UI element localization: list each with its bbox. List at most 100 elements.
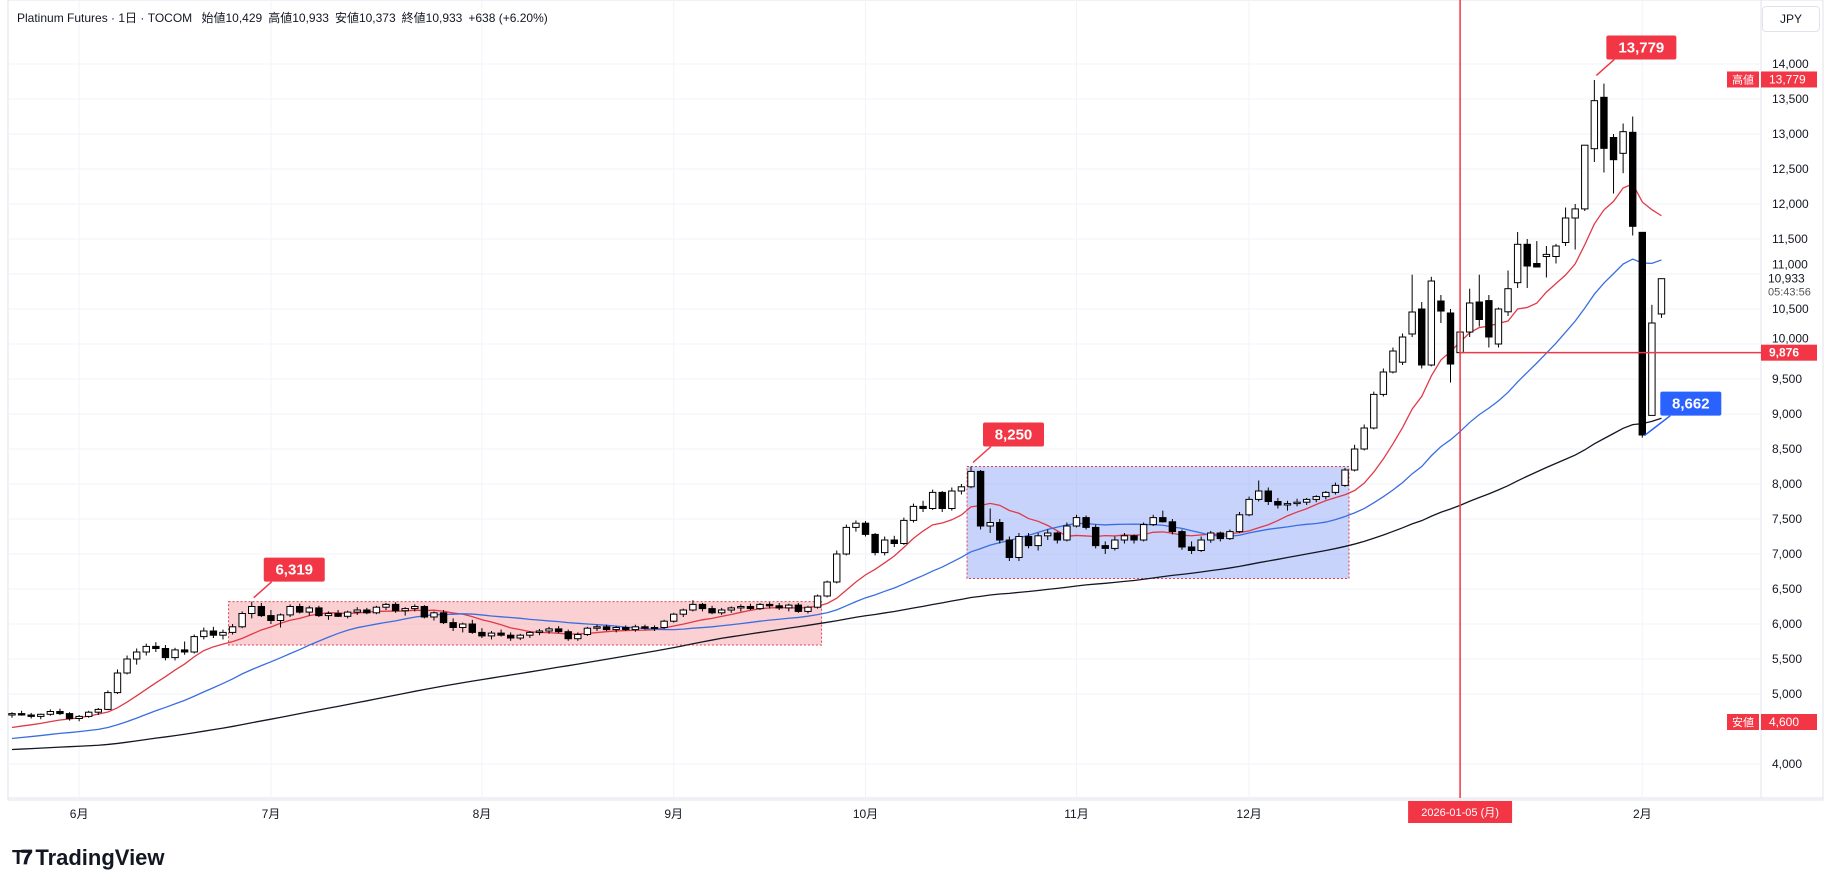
candle [1302, 498, 1311, 505]
candle [430, 611, 438, 621]
callout-label: 13,779 [1618, 39, 1664, 56]
candle-body [928, 491, 937, 509]
candle [1609, 134, 1618, 194]
y-tick-label: 5,000 [1772, 687, 1802, 701]
y-tick-label: 4,000 [1772, 757, 1802, 771]
y-tick-label: 9,500 [1772, 372, 1802, 386]
candle [928, 489, 937, 510]
candle-body [967, 470, 975, 488]
callout-pointer [1595, 58, 1615, 77]
candle-body [343, 611, 352, 617]
candle-body [794, 604, 803, 612]
candle [200, 627, 208, 640]
candle-body [1034, 535, 1042, 547]
ma-mid-line [11, 258, 1662, 740]
candle-body [190, 636, 198, 653]
candle-body [478, 631, 486, 637]
candle [909, 503, 918, 523]
candle-body [1581, 144, 1589, 210]
currency-button[interactable]: JPY [1762, 6, 1820, 32]
candle-body [248, 606, 256, 614]
candle-body [880, 539, 889, 554]
change-value: +638 (+6.20%) [468, 11, 548, 25]
candle [986, 508, 994, 533]
candle-body [1015, 536, 1023, 558]
candle-body [765, 603, 774, 607]
candle [1581, 144, 1589, 211]
candle-body [717, 609, 726, 614]
y-tick-label: 6,500 [1772, 582, 1802, 596]
candle [890, 535, 898, 547]
candle-body [1571, 208, 1579, 219]
candle-body [1370, 393, 1378, 429]
candle-body [171, 649, 179, 659]
candle-body [459, 623, 467, 628]
candle-body [602, 626, 611, 631]
candle [180, 641, 189, 655]
candle [1600, 83, 1608, 173]
candle-body [1024, 536, 1033, 547]
candle [75, 715, 83, 722]
candle-body [1235, 514, 1244, 533]
high-value: 高値10,933 [268, 11, 329, 25]
candle-body [1005, 539, 1014, 558]
candle-body [56, 711, 64, 715]
candle-body [1657, 278, 1666, 315]
candle-body [1178, 531, 1186, 548]
y-tick-label: 7,000 [1772, 547, 1802, 561]
candle [46, 709, 55, 716]
candle-body [516, 634, 524, 639]
candle-body [1504, 288, 1512, 313]
candle-body [382, 603, 390, 608]
candle [1638, 231, 1646, 438]
candle [1312, 495, 1320, 503]
candle-body [564, 631, 572, 640]
candle-body [1638, 231, 1646, 436]
candle-body [1552, 245, 1560, 257]
candle-body [1379, 371, 1388, 395]
candle [698, 603, 707, 612]
candle [1149, 514, 1157, 526]
candle [1533, 241, 1541, 268]
candle [324, 611, 333, 620]
candle [919, 500, 927, 512]
candle-body [65, 713, 74, 719]
candle-body [1072, 517, 1081, 527]
candle-body [1187, 546, 1196, 551]
low-value: 安値10,373 [334, 11, 396, 25]
candle [823, 580, 831, 598]
candle-body [315, 607, 323, 617]
candle-body [1542, 253, 1551, 257]
candle-body [957, 486, 966, 492]
candle [1513, 232, 1522, 288]
candle [190, 634, 198, 654]
candle-body [1523, 243, 1531, 267]
candle [708, 605, 716, 615]
candle-body [286, 606, 294, 616]
candle-body [1091, 526, 1100, 547]
candle [267, 610, 275, 624]
candle [976, 470, 985, 530]
candle-body [1648, 322, 1656, 416]
y-tick-label: 7,500 [1772, 512, 1802, 526]
candle-body [919, 505, 927, 509]
candle [1465, 288, 1474, 337]
candle [248, 601, 256, 619]
candle-body [583, 627, 592, 636]
candle [1561, 207, 1570, 246]
candle-body [401, 608, 409, 612]
tradingview-logo[interactable]: T𝟕 TradingView [12, 845, 165, 871]
candle [554, 626, 563, 634]
candle-body [976, 470, 985, 527]
candle [948, 487, 956, 511]
candle [296, 603, 304, 614]
candle-body [132, 651, 141, 660]
candle-body [1341, 469, 1349, 486]
candle [1207, 530, 1215, 543]
candle [56, 708, 64, 715]
candle-body [1053, 532, 1062, 541]
candle-body [1130, 535, 1138, 541]
candle [8, 712, 16, 718]
candle [765, 602, 774, 609]
